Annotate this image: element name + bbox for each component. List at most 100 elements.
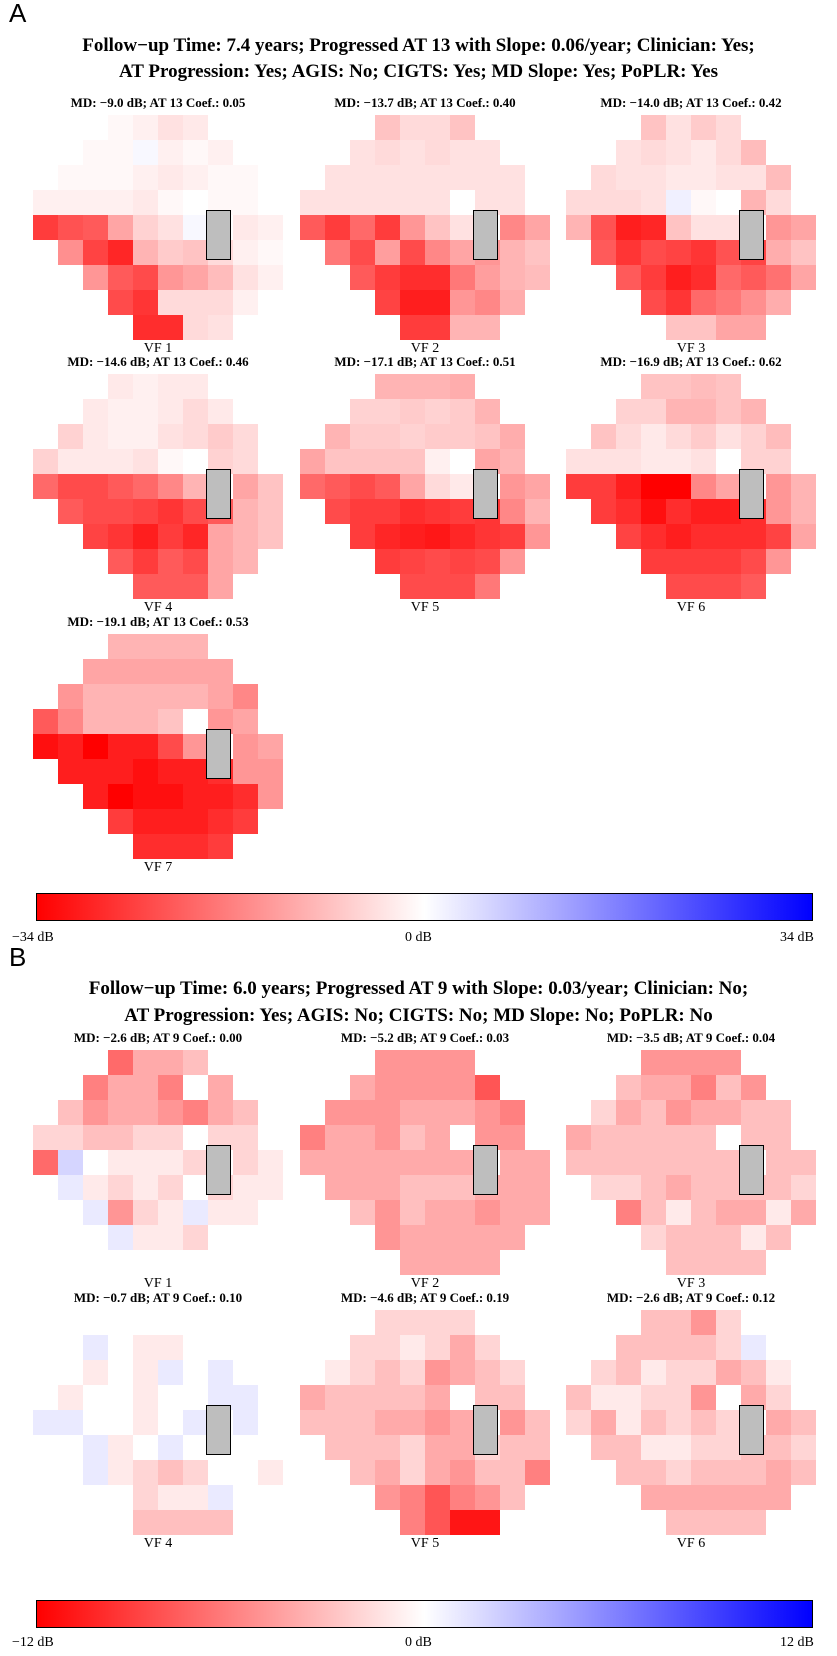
vf-cell <box>400 215 425 240</box>
vf-cell <box>350 240 375 265</box>
vf-cell <box>425 1075 450 1100</box>
vf-cell <box>475 1485 500 1510</box>
vf-cell <box>400 1150 425 1175</box>
vf-cell <box>375 399 400 424</box>
vf-cell <box>375 1200 400 1225</box>
vf-cell <box>566 1125 591 1150</box>
vf-cell <box>58 449 83 474</box>
vf-cell <box>33 474 58 499</box>
vf-cell <box>108 449 133 474</box>
colorbar-a <box>36 893 813 921</box>
vf-cell <box>525 474 550 499</box>
vf-cell <box>691 1360 716 1385</box>
vf-cell <box>400 1385 425 1410</box>
vf-cell <box>350 449 375 474</box>
vf-cell <box>133 759 158 784</box>
vf-cell <box>208 784 233 809</box>
vf-cell <box>766 549 791 574</box>
vf-cell <box>233 1100 258 1125</box>
vf-cell <box>450 499 475 524</box>
vf-cell <box>641 265 666 290</box>
vf-cell <box>616 1385 641 1410</box>
vf-label: VF 4 <box>143 600 173 615</box>
vf-cell <box>666 140 691 165</box>
vf-cell <box>133 265 158 290</box>
vf-cell <box>233 1200 258 1225</box>
vf-cell <box>183 734 208 759</box>
vf-cell <box>525 215 550 240</box>
vf-cell <box>425 1435 450 1460</box>
vf-cell <box>183 165 208 190</box>
vf-cell <box>691 1050 716 1075</box>
vf-cell <box>741 524 766 549</box>
blind-spot-marker <box>739 210 764 260</box>
vf-cell <box>233 424 258 449</box>
vf-cell <box>400 265 425 290</box>
vf-cell <box>58 215 83 240</box>
vf-cell <box>258 240 283 265</box>
vf-cell <box>666 1460 691 1485</box>
vf-cell <box>641 1310 666 1335</box>
vf-cell <box>158 1150 183 1175</box>
vf-cell <box>616 449 641 474</box>
vf-cell <box>766 449 791 474</box>
vf-cell <box>616 524 641 549</box>
vf-cell <box>691 265 716 290</box>
vf-cell <box>133 115 158 140</box>
vf-cell <box>375 1310 400 1335</box>
vf-cell <box>158 1410 183 1435</box>
vf-cell <box>108 140 133 165</box>
vf-cell <box>325 1360 350 1385</box>
vf-cell <box>425 1310 450 1335</box>
vf-cell <box>450 1360 475 1385</box>
vf-cell <box>233 1225 258 1250</box>
vf-cell <box>716 1510 741 1535</box>
vf-cell <box>350 140 375 165</box>
vf-cell <box>666 165 691 190</box>
vf-cell <box>566 474 591 499</box>
vf-cell <box>450 1150 475 1175</box>
vf-heatmap <box>33 374 283 604</box>
vf-cell <box>450 1460 475 1485</box>
vf-cell <box>325 424 350 449</box>
vf-cell <box>208 834 233 859</box>
vf-cell <box>400 374 425 399</box>
vf-cell <box>183 1100 208 1125</box>
vf-cell <box>58 1150 83 1175</box>
vf-cell <box>350 165 375 190</box>
vf-cell <box>741 1100 766 1125</box>
vf-cell <box>691 574 716 599</box>
vf-cell <box>791 1435 816 1460</box>
vf-cell <box>475 165 500 190</box>
vf-cell <box>716 140 741 165</box>
vf-cell <box>350 1075 375 1100</box>
vf-cell <box>133 709 158 734</box>
vf-cell <box>258 1200 283 1225</box>
vf-cell <box>641 374 666 399</box>
vf-cell <box>666 115 691 140</box>
vf-cell <box>400 399 425 424</box>
vf-cell <box>791 1410 816 1435</box>
vf-cell <box>641 1100 666 1125</box>
vf-cell <box>425 574 450 599</box>
vf-cell <box>616 190 641 215</box>
vf-label: VF 2 <box>410 341 440 356</box>
vf-cell <box>258 215 283 240</box>
vf-cell <box>158 115 183 140</box>
vf-cell <box>108 759 133 784</box>
vf-cell <box>33 1125 58 1150</box>
vf-cell <box>183 240 208 265</box>
vf-cell <box>83 399 108 424</box>
vf-cell <box>616 1335 641 1360</box>
vf-cell <box>425 1175 450 1200</box>
vf-cell <box>591 165 616 190</box>
vf-cell <box>233 809 258 834</box>
vf-cell <box>691 399 716 424</box>
vf-cell <box>108 659 133 684</box>
vf-cell <box>641 165 666 190</box>
vf-cell <box>450 524 475 549</box>
vf-cell <box>791 474 816 499</box>
vf-cell <box>425 1125 450 1150</box>
vf-cell <box>641 1485 666 1510</box>
vf-cell <box>233 1150 258 1175</box>
